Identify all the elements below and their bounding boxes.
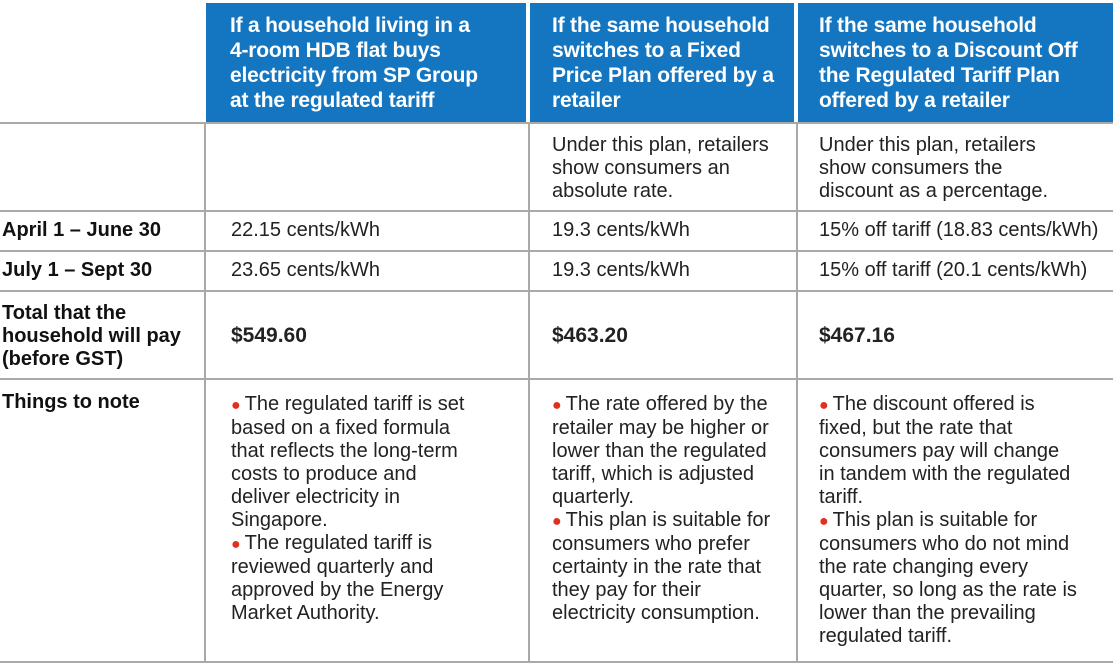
description-col2: Under this plan, retailers show consumer… bbox=[552, 134, 769, 202]
rule-description-bottom bbox=[0, 210, 1113, 212]
note-item: ● The regulated tariff is reviewed quarte… bbox=[231, 532, 476, 625]
rule-april-bottom bbox=[0, 250, 1113, 252]
bullet-icon: ● bbox=[231, 536, 241, 553]
note-item: ● The discount offered is fixed, but the … bbox=[819, 393, 1079, 509]
row-label-july: July 1 – Sept 30 bbox=[2, 259, 153, 281]
row-label-total: Total that the household will pay (befor… bbox=[2, 302, 181, 370]
header-regulated-tariff: If a household living in a 4-room HDB fl… bbox=[206, 3, 526, 122]
header-discount-plan: If the same household switches to a Disc… bbox=[798, 3, 1113, 122]
column-divider-2 bbox=[528, 122, 530, 662]
column-divider-3 bbox=[796, 122, 798, 662]
total-col1: $549.60 bbox=[231, 324, 307, 347]
rule-total-bottom bbox=[0, 378, 1113, 380]
column-divider-1 bbox=[204, 122, 206, 662]
total-col3: $467.16 bbox=[819, 324, 895, 347]
row-label-april: April 1 – June 30 bbox=[2, 219, 161, 241]
note-item: ● This plan is suitable for consumers who… bbox=[552, 509, 782, 625]
rule-july-bottom bbox=[0, 290, 1113, 292]
note-item: ● The rate offered by the retailer may be… bbox=[552, 393, 782, 509]
header-col3-text: If the same household switches to a Disc… bbox=[819, 14, 1078, 112]
notes-col3: ● The discount offered is fixed, but the … bbox=[819, 393, 1079, 648]
july-col1: 23.65 cents/kWh bbox=[231, 259, 380, 281]
note-text: The rate offered by the retailer may be … bbox=[552, 393, 769, 508]
note-text: The regulated tariff is reviewed quarter… bbox=[231, 532, 444, 624]
july-col2: 19.3 cents/kWh bbox=[552, 259, 690, 281]
bullet-icon: ● bbox=[819, 513, 829, 530]
description-col3: Under this plan, retailers show consumer… bbox=[819, 134, 1049, 202]
bullet-icon: ● bbox=[231, 397, 241, 414]
notes-col2: ● The rate offered by the retailer may be… bbox=[552, 393, 782, 625]
header-fixed-price-plan: If the same household switches to a Fixe… bbox=[530, 3, 794, 122]
header-col1-text: If a household living in a 4-room HDB fl… bbox=[230, 14, 478, 112]
bullet-icon: ● bbox=[552, 397, 562, 414]
april-col1: 22.15 cents/kWh bbox=[231, 219, 380, 241]
april-col2: 19.3 cents/kWh bbox=[552, 219, 690, 241]
total-col2: $463.20 bbox=[552, 324, 628, 347]
rule-table-bottom bbox=[0, 661, 1113, 663]
bullet-icon: ● bbox=[819, 397, 829, 414]
row-label-notes: Things to note bbox=[2, 391, 140, 413]
note-text: The discount offered is fixed, but the r… bbox=[819, 393, 1071, 508]
bullet-icon: ● bbox=[552, 513, 562, 530]
note-text: This plan is suitable for consumers who … bbox=[819, 509, 1077, 647]
rule-header-bottom bbox=[0, 122, 1113, 124]
july-col3: 15% off tariff (20.1 cents/kWh) bbox=[819, 259, 1088, 281]
header-col2-text: If the same household switches to a Fixe… bbox=[552, 14, 774, 112]
note-item: ● This plan is suitable for consumers who… bbox=[819, 509, 1079, 648]
note-text: This plan is suitable for consumers who … bbox=[552, 509, 771, 624]
notes-col1: ● The regulated tariff is set based on a … bbox=[231, 393, 476, 625]
note-text: The regulated tariff is set based on a f… bbox=[231, 393, 465, 531]
april-col3: 15% off tariff (18.83 cents/kWh) bbox=[819, 219, 1099, 241]
note-item: ● The regulated tariff is set based on a … bbox=[231, 393, 476, 532]
